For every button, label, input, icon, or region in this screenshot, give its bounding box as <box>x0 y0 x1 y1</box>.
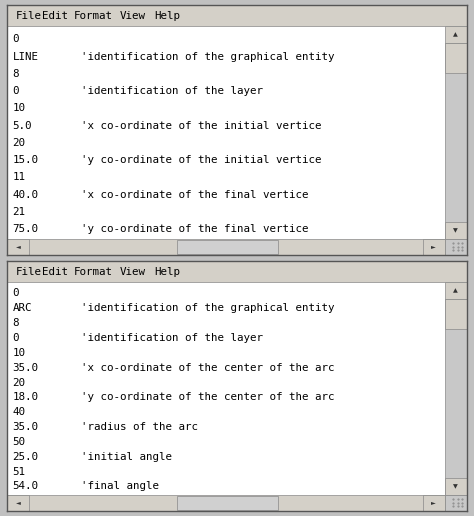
Bar <box>445 239 467 255</box>
Text: 0: 0 <box>13 288 19 298</box>
Text: 'y co-ordinate of the center of the arc: 'y co-ordinate of the center of the arc <box>81 392 334 402</box>
Bar <box>445 222 467 239</box>
Text: 'identification of the graphical entity: 'identification of the graphical entity <box>81 52 334 61</box>
Text: 0: 0 <box>13 333 19 343</box>
Text: ▼: ▼ <box>454 228 458 233</box>
Text: 'radius of the arc: 'radius of the arc <box>81 422 198 432</box>
Text: ►: ► <box>431 244 436 249</box>
Text: 8: 8 <box>13 69 19 79</box>
Bar <box>445 299 467 495</box>
Text: 10: 10 <box>13 103 26 114</box>
Text: 8: 8 <box>13 318 19 328</box>
Text: Help: Help <box>154 11 180 21</box>
Text: 'y co-ordinate of the initial vertice: 'y co-ordinate of the initial vertice <box>81 155 321 165</box>
Text: Help: Help <box>154 267 180 277</box>
Bar <box>445 478 467 495</box>
Text: Edit: Edit <box>42 267 68 277</box>
Text: 50: 50 <box>13 437 26 447</box>
Text: 'y co-ordinate of the final vertice: 'y co-ordinate of the final vertice <box>81 224 308 234</box>
Text: ARC: ARC <box>13 303 32 313</box>
Text: View: View <box>120 267 146 277</box>
Text: 75.0: 75.0 <box>13 224 38 234</box>
Bar <box>423 239 445 255</box>
Text: 'final angle: 'final angle <box>81 481 159 491</box>
Text: ◄: ◄ <box>16 500 20 505</box>
Text: 18.0: 18.0 <box>13 392 38 402</box>
Bar <box>445 26 467 43</box>
Text: 35.0: 35.0 <box>13 422 38 432</box>
Text: 0: 0 <box>13 35 19 44</box>
Text: 5.0: 5.0 <box>13 121 32 131</box>
Text: 40: 40 <box>13 407 26 417</box>
Text: ▲: ▲ <box>454 32 458 37</box>
Bar <box>7 5 467 26</box>
Text: ◄: ◄ <box>16 244 20 249</box>
Bar <box>445 282 467 299</box>
Text: View: View <box>120 11 146 21</box>
Text: Format: Format <box>74 11 113 21</box>
Bar <box>423 495 445 511</box>
Text: File: File <box>15 11 41 21</box>
Text: 20: 20 <box>13 138 26 148</box>
Bar <box>7 495 29 511</box>
Text: 'x co-ordinate of the center of the arc: 'x co-ordinate of the center of the arc <box>81 363 334 373</box>
Text: File: File <box>15 267 41 277</box>
Text: Edit: Edit <box>42 11 68 21</box>
Text: 21: 21 <box>13 207 26 217</box>
Text: LINE: LINE <box>13 52 38 61</box>
Text: 'x co-ordinate of the initial vertice: 'x co-ordinate of the initial vertice <box>81 121 321 131</box>
Text: 20: 20 <box>13 378 26 388</box>
Bar <box>445 495 467 511</box>
Bar <box>177 239 278 254</box>
Text: 35.0: 35.0 <box>13 363 38 373</box>
Bar <box>7 261 467 282</box>
Text: 'initial angle: 'initial angle <box>81 452 172 462</box>
Bar <box>445 43 467 73</box>
Text: 'x co-ordinate of the final vertice: 'x co-ordinate of the final vertice <box>81 190 308 200</box>
Text: 25.0: 25.0 <box>13 452 38 462</box>
Bar <box>445 299 467 329</box>
Bar <box>7 239 445 255</box>
Bar <box>7 239 29 255</box>
Text: 15.0: 15.0 <box>13 155 38 165</box>
Text: 51: 51 <box>13 466 26 477</box>
Text: 40.0: 40.0 <box>13 190 38 200</box>
Text: 0: 0 <box>13 86 19 96</box>
Bar <box>7 495 445 511</box>
Bar <box>445 43 467 239</box>
Text: 'identification of the layer: 'identification of the layer <box>81 333 263 343</box>
Text: ►: ► <box>431 500 436 505</box>
Text: ▲: ▲ <box>454 288 458 293</box>
Text: 54.0: 54.0 <box>13 481 38 491</box>
Text: 10: 10 <box>13 348 26 358</box>
Text: ▼: ▼ <box>454 484 458 489</box>
Bar <box>177 495 278 510</box>
Text: 'identification of the layer: 'identification of the layer <box>81 86 263 96</box>
Text: Format: Format <box>74 267 113 277</box>
Text: 'identification of the graphical entity: 'identification of the graphical entity <box>81 303 334 313</box>
Text: 11: 11 <box>13 172 26 182</box>
